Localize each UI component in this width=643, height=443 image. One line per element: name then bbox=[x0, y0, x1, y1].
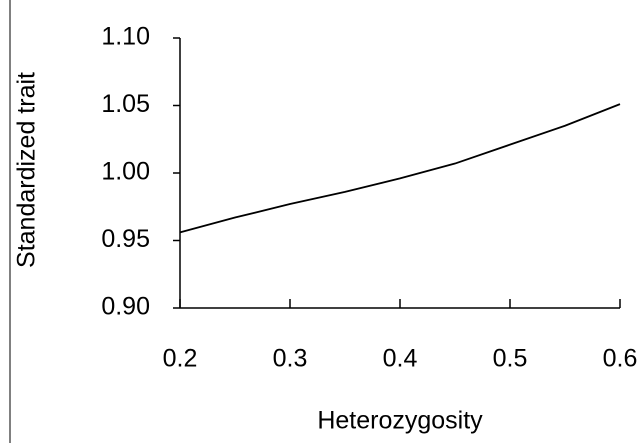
x-tick-label: 0.2 bbox=[163, 345, 198, 373]
x-tick-label: 0.5 bbox=[493, 345, 528, 373]
y-tick-label: 1.00 bbox=[101, 158, 150, 186]
y-axis-label: Standardized trait bbox=[13, 72, 41, 268]
y-tick-label: 1.10 bbox=[101, 23, 150, 51]
x-axis-label: Heterozygosity bbox=[317, 407, 483, 435]
x-tick-label: 0.4 bbox=[383, 345, 418, 373]
x-tick-label: 0.6 bbox=[603, 345, 638, 373]
data-line bbox=[179, 103, 621, 234]
y-tick-label: 0.95 bbox=[101, 225, 150, 253]
y-tick-label: 1.05 bbox=[101, 90, 150, 118]
x-tick-label: 0.3 bbox=[273, 345, 308, 373]
y-tick-label: 0.90 bbox=[101, 293, 150, 321]
